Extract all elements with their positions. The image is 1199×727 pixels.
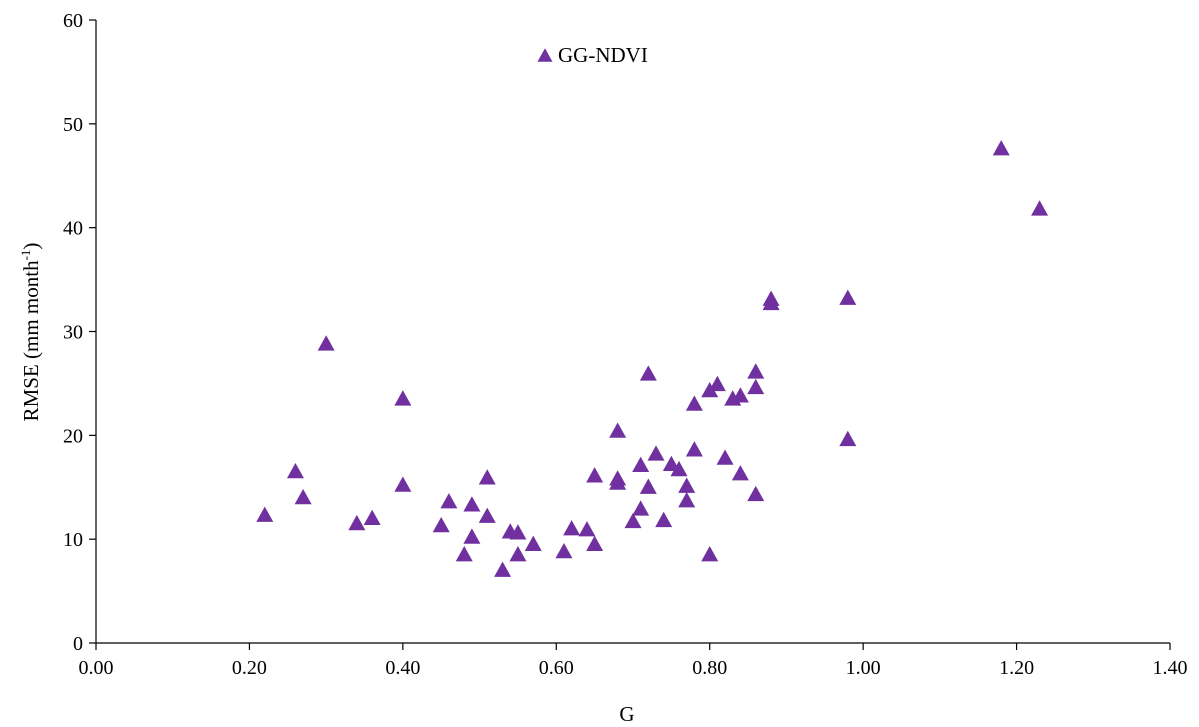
data-point-triangle — [586, 467, 604, 483]
data-point-triangle — [609, 422, 627, 438]
data-point-triangle — [632, 500, 650, 516]
x-tick-label: 0.80 — [692, 657, 727, 679]
data-point-triangle — [524, 535, 542, 551]
data-point-triangle — [494, 561, 512, 577]
data-point-triangle — [701, 546, 719, 562]
x-tick-label: 1.20 — [999, 657, 1034, 679]
data-point-triangle — [685, 441, 703, 457]
data-point-triangle — [478, 469, 496, 485]
data-point-triangle — [509, 524, 527, 540]
data-point-triangle — [463, 496, 481, 512]
y-tick-label: 40 — [63, 218, 83, 240]
data-point-triangle — [747, 363, 765, 379]
data-point-triangle — [463, 528, 481, 544]
y-tick-label: 0 — [73, 633, 83, 655]
data-point-triangle — [586, 535, 604, 551]
data-point-triangle — [578, 521, 596, 537]
legend: GG-NDVI — [537, 43, 648, 67]
data-point-triangle — [685, 395, 703, 411]
data-point-triangle — [762, 294, 780, 311]
data-point-triangle — [609, 470, 627, 486]
data-point-triangle — [256, 506, 274, 522]
axis-ticks: 0.00 0.20 0.40 0.60 0.80 1.00 1.20 1.40 0 10 20 30 4… — [63, 10, 1188, 679]
data-point-triangle — [555, 542, 573, 559]
legend-marker-triangle-icon — [537, 48, 553, 62]
data-point-triangle — [839, 289, 857, 305]
data-point-triangle — [1031, 200, 1049, 216]
y-tick-label: 50 — [63, 114, 83, 136]
data-point-triangle — [747, 485, 765, 502]
data-point-triangle — [455, 546, 473, 562]
x-tick-label: 0.00 — [79, 657, 114, 679]
y-tick-label: 60 — [63, 10, 83, 32]
y-axis-label-superscript: -1 — [18, 250, 33, 261]
data-point-triangle — [731, 465, 749, 481]
x-tick-label: 1.40 — [1153, 657, 1188, 679]
data-point-triangle — [747, 378, 765, 395]
x-tick-label: 0.20 — [232, 657, 267, 679]
data-point-triangle — [655, 511, 673, 528]
y-axis-label-main: RMSE (mm month — [19, 260, 43, 422]
data-point-triangle — [348, 514, 366, 531]
data-point-triangle — [294, 488, 312, 505]
y-axis-label: RMSE (mm month-1) — [18, 243, 43, 422]
data-point-triangle — [647, 445, 665, 461]
x-tick-label: 1.00 — [846, 657, 881, 679]
data-point-triangle — [678, 477, 696, 493]
data-point-triangle — [670, 460, 688, 477]
data-point-triangle — [731, 387, 749, 403]
y-tick-label: 10 — [63, 529, 83, 551]
data-point-triangle — [394, 390, 412, 406]
x-tick-label: 0.60 — [539, 657, 574, 679]
data-point-triangle — [440, 493, 458, 509]
data-point-triangle — [317, 335, 335, 351]
data-point-triangle — [563, 520, 581, 536]
data-point-triangle — [678, 492, 696, 508]
data-point-triangle — [639, 365, 657, 381]
data-point-triangle — [363, 509, 381, 526]
data-point-triangle — [286, 462, 304, 479]
data-point-triangle — [432, 516, 450, 533]
data-point-triangle — [632, 456, 650, 473]
y-tick-label: 30 — [63, 322, 83, 344]
data-point-triangle — [716, 449, 734, 465]
data-point-triangle — [509, 546, 527, 562]
x-tick-label: 0.40 — [385, 657, 420, 679]
x-axis-label: G — [619, 702, 634, 726]
data-point-triangle — [708, 375, 726, 392]
legend-label: GG-NDVI — [558, 43, 648, 67]
data-point-triangle — [478, 507, 496, 523]
data-point-triangle — [624, 512, 642, 529]
data-points — [256, 140, 1049, 577]
y-axis-label-suffix: ) — [19, 243, 43, 250]
data-point-triangle — [992, 140, 1010, 156]
data-point-triangle — [394, 476, 412, 492]
data-point-triangle — [639, 478, 657, 494]
y-tick-label: 20 — [63, 425, 83, 447]
data-point-triangle — [839, 430, 857, 447]
